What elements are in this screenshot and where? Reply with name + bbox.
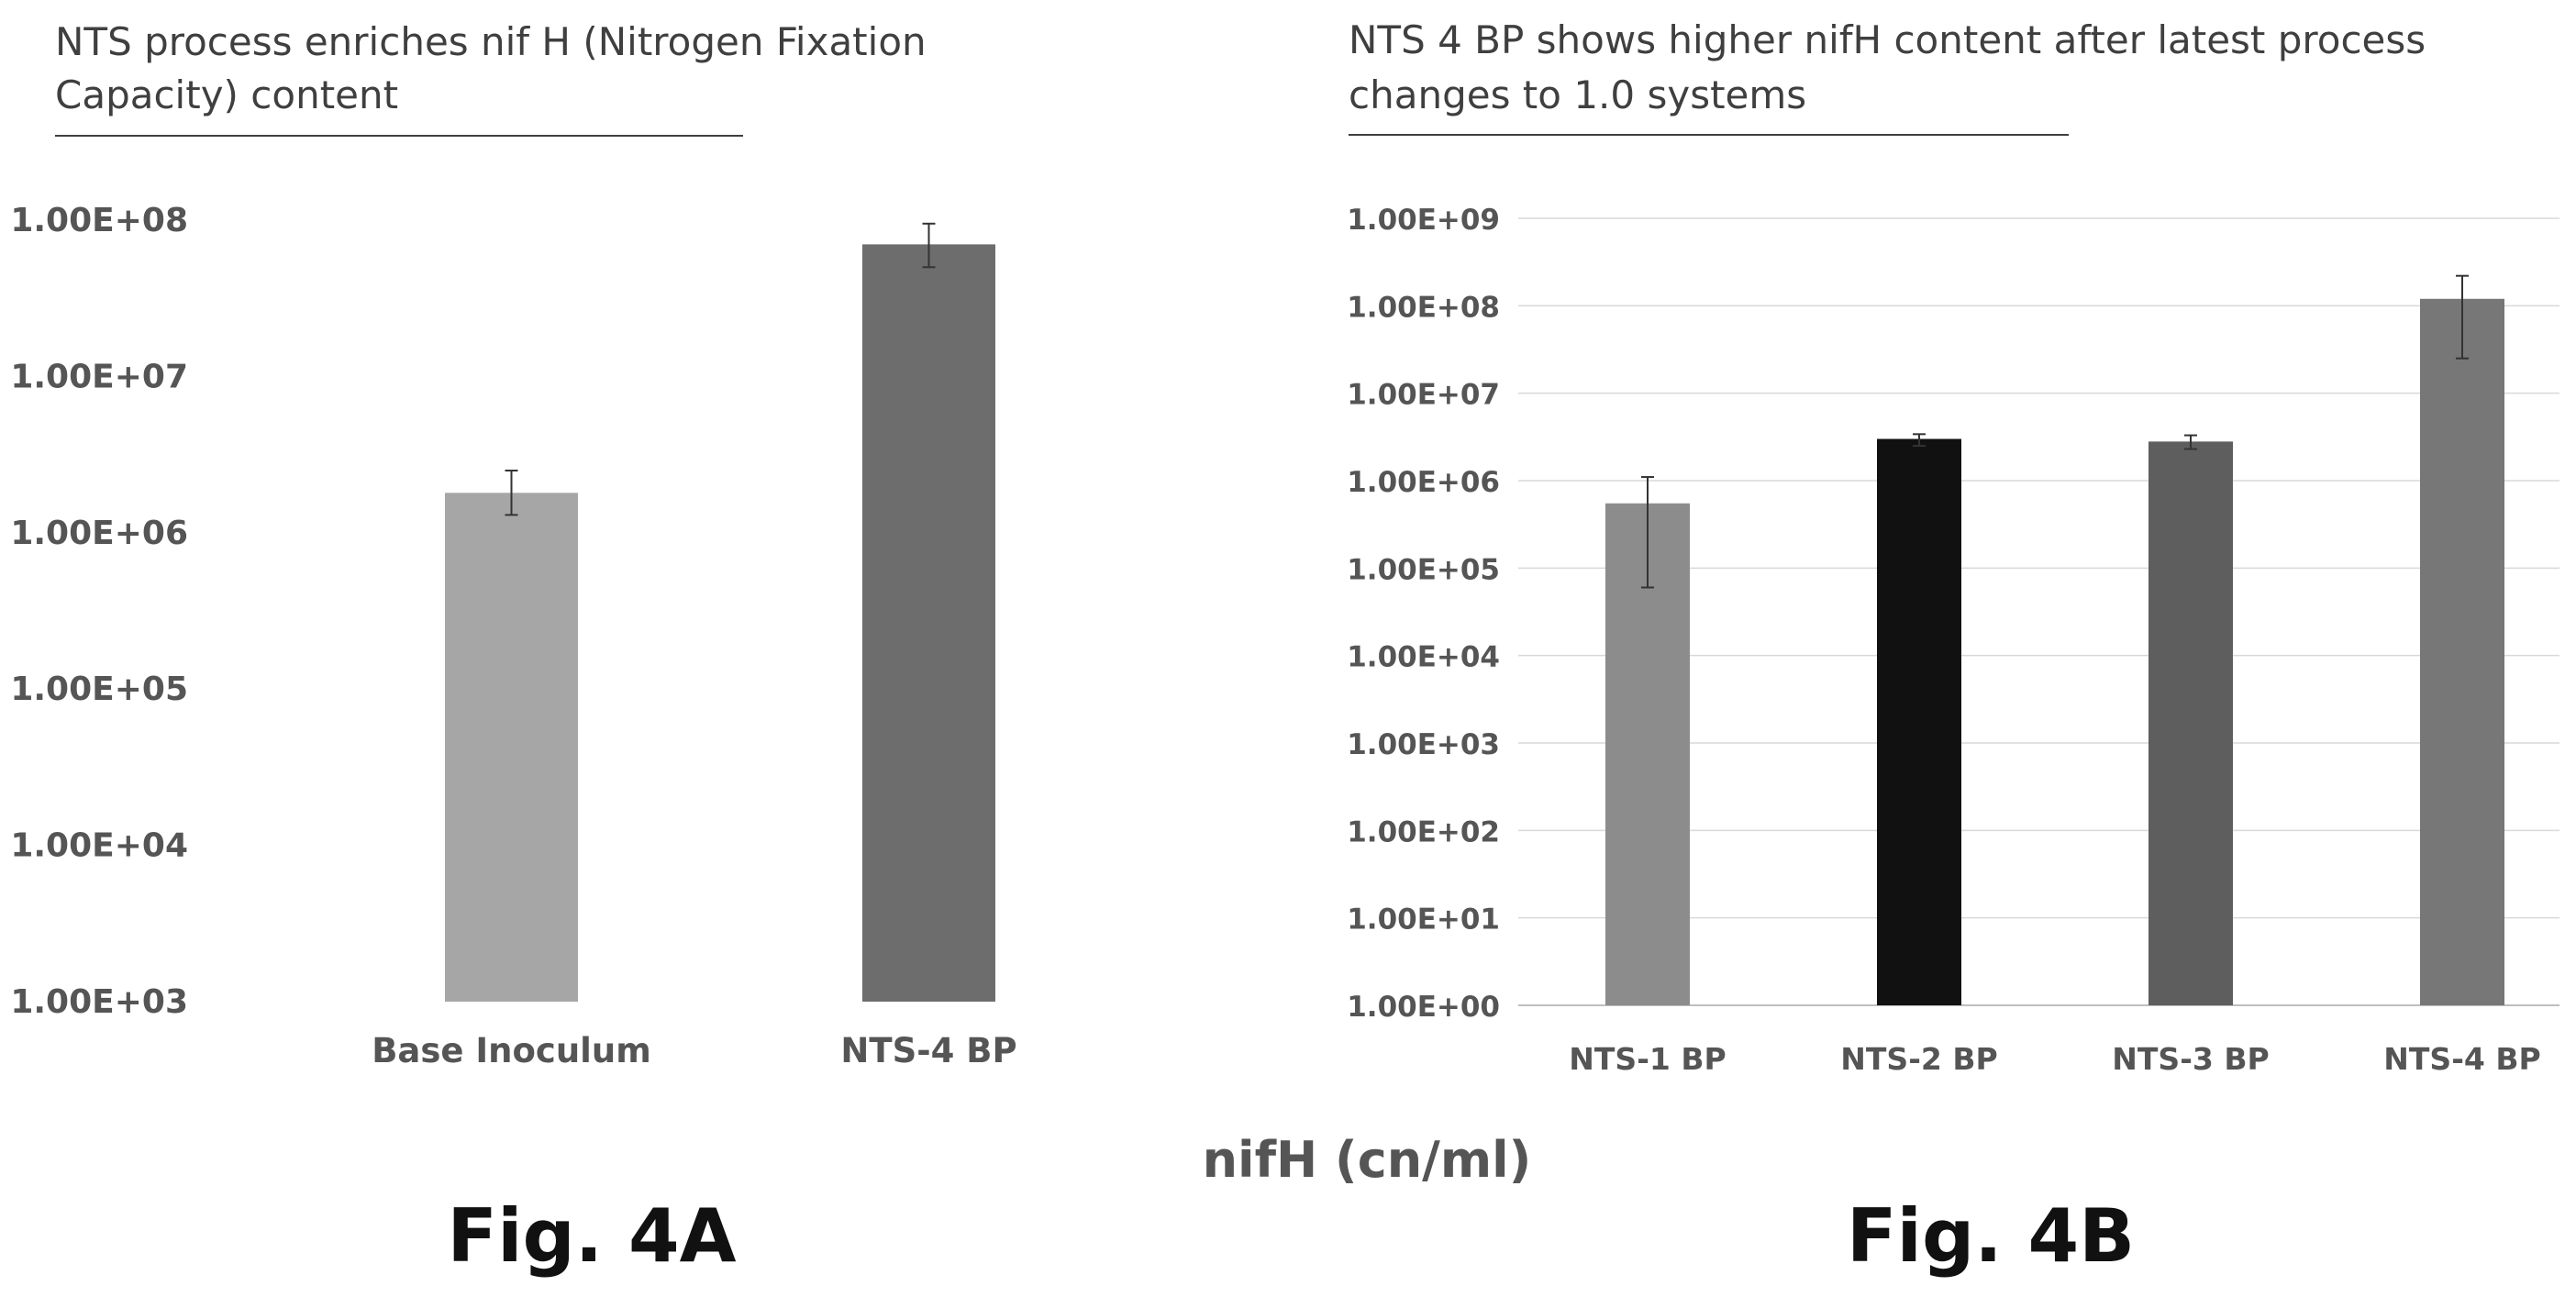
bar [862,244,995,1003]
category-label: NTS-4 BP [2383,1041,2540,1077]
y-tick-label: 1.00E+05 [10,671,188,708]
category-label: NTS-3 BP [2112,1041,2269,1077]
chart-4b: NTS 4 BP shows higher nifH content after… [1203,17,2559,1279]
y-tick-label: 1.00E+02 [1347,815,1500,848]
chart-title-line: NTS process enriches nif H (Nitrogen Fix… [55,19,927,64]
y-tick-label: 1.00E+03 [1347,728,1500,761]
y-tick-label: 1.00E+01 [1347,903,1500,937]
y-tick-label: 1.00E+08 [10,202,188,239]
y-tick-label: 1.00E+08 [1347,291,1500,324]
category-label: Base Inoculum [372,1031,651,1070]
y-tick-label: 1.00E+06 [1347,466,1500,499]
category-label: NTS-1 BP [1569,1041,1726,1077]
y-tick-label: 1.00E+07 [1347,379,1500,412]
y-tick-label: 1.00E+04 [1347,641,1500,674]
chart-title-line: Capacity) content [55,72,398,117]
bar [1877,438,1961,1006]
chart-4a: NTS process enriches nif H (Nitrogen Fix… [10,19,1016,1279]
figure-label: Fig. 4A [447,1193,736,1279]
y-tick-label: 1.00E+03 [10,983,188,1021]
category-label: NTS-2 BP [1840,1041,1997,1077]
y-tick-label: 1.00E+00 [1347,991,1500,1024]
y-tick-label: 1.00E+06 [10,515,188,552]
y-units-label: nifH (cn/ml) [1203,1131,1532,1189]
chart-title-line: changes to 1.0 systems [1349,72,1806,117]
bar [2420,298,2504,1005]
y-tick-label: 1.00E+09 [1347,204,1500,237]
figure-label: Fig. 4B [1847,1193,2135,1279]
category-label: NTS-4 BP [840,1031,1016,1070]
bar [445,493,578,1002]
chart-title-line: NTS 4 BP shows higher nifH content after… [1349,17,2426,62]
y-tick-label: 1.00E+04 [10,827,188,865]
y-tick-label: 1.00E+05 [1347,553,1500,586]
bar [2149,441,2233,1005]
y-tick-label: 1.00E+07 [10,358,188,395]
